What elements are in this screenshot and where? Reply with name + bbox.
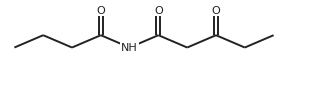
Text: O: O — [154, 6, 163, 16]
Text: NH: NH — [121, 43, 138, 53]
Text: O: O — [96, 6, 105, 16]
Text: O: O — [212, 6, 220, 16]
